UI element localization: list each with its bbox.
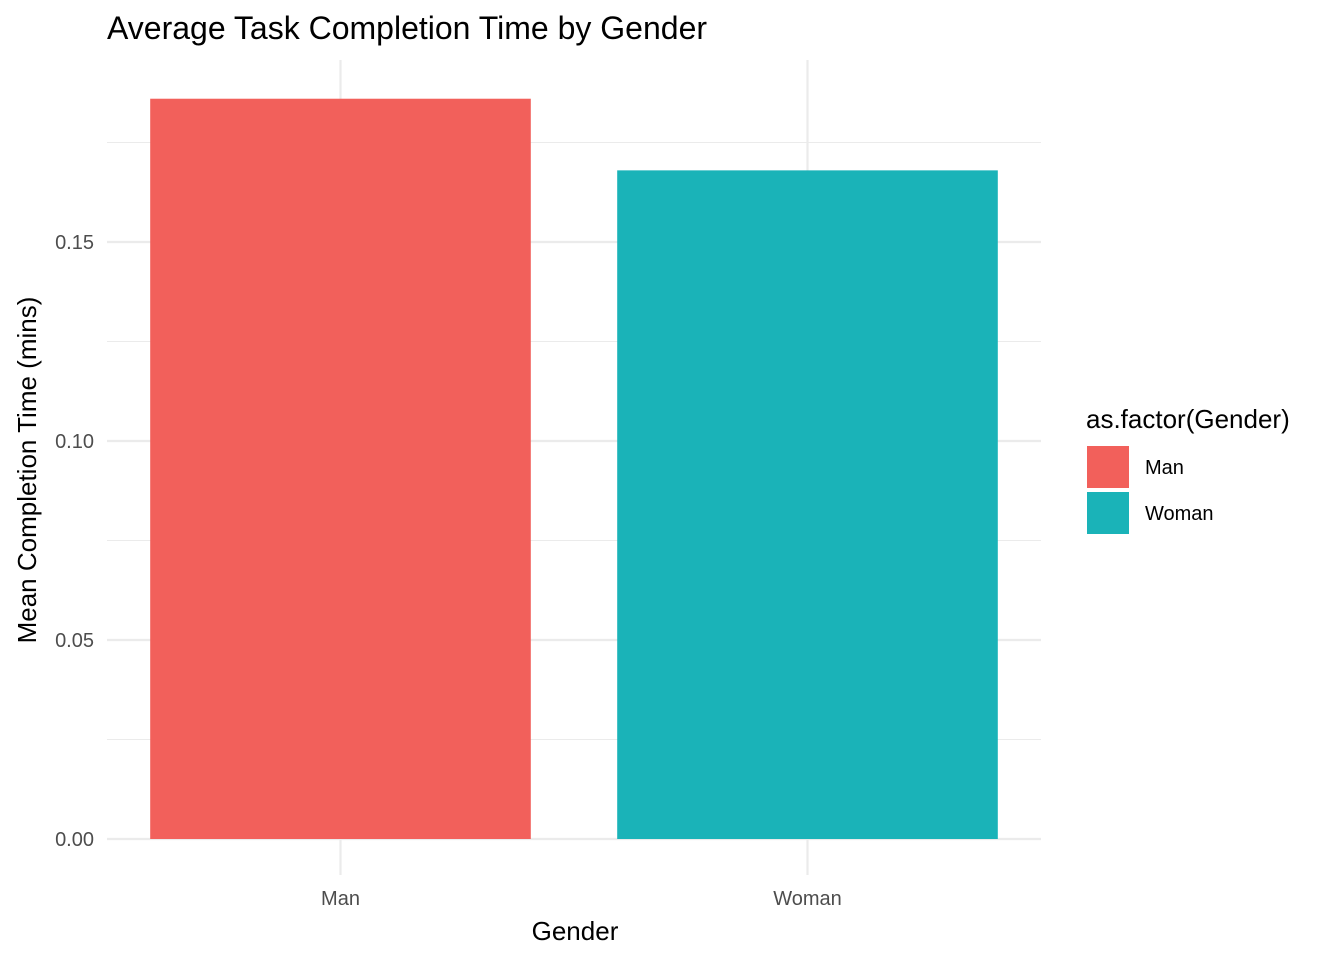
y-tick-label: 0.05 — [55, 630, 94, 652]
legend-entries: Man Woman — [1087, 446, 1214, 534]
legend-label-woman: Woman — [1145, 503, 1214, 525]
legend-label-man: Man — [1145, 457, 1184, 479]
legend-title: as.factor(Gender) — [1086, 404, 1290, 434]
x-tick-label: Woman — [773, 888, 842, 910]
x-axis-ticks: Man Woman — [321, 888, 842, 910]
y-tick-label: 0.15 — [55, 232, 94, 254]
bars — [150, 98, 998, 840]
y-axis-ticks: 0.00 0.05 0.10 0.15 — [55, 232, 94, 851]
bar-man — [150, 98, 531, 840]
y-axis-title: Mean Completion Time (mins) — [12, 297, 42, 644]
y-tick-label: 0.00 — [55, 829, 94, 851]
bar-woman — [617, 170, 998, 840]
x-tick-label: Man — [321, 888, 360, 910]
y-tick-label: 0.10 — [55, 431, 94, 453]
x-axis-title: Gender — [532, 916, 619, 946]
legend-swatch-woman — [1087, 492, 1129, 534]
legend-swatch-man — [1087, 446, 1129, 488]
chart-title: Average Task Completion Time by Gender — [107, 10, 707, 46]
legend: as.factor(Gender) Man Woman — [1086, 404, 1290, 534]
